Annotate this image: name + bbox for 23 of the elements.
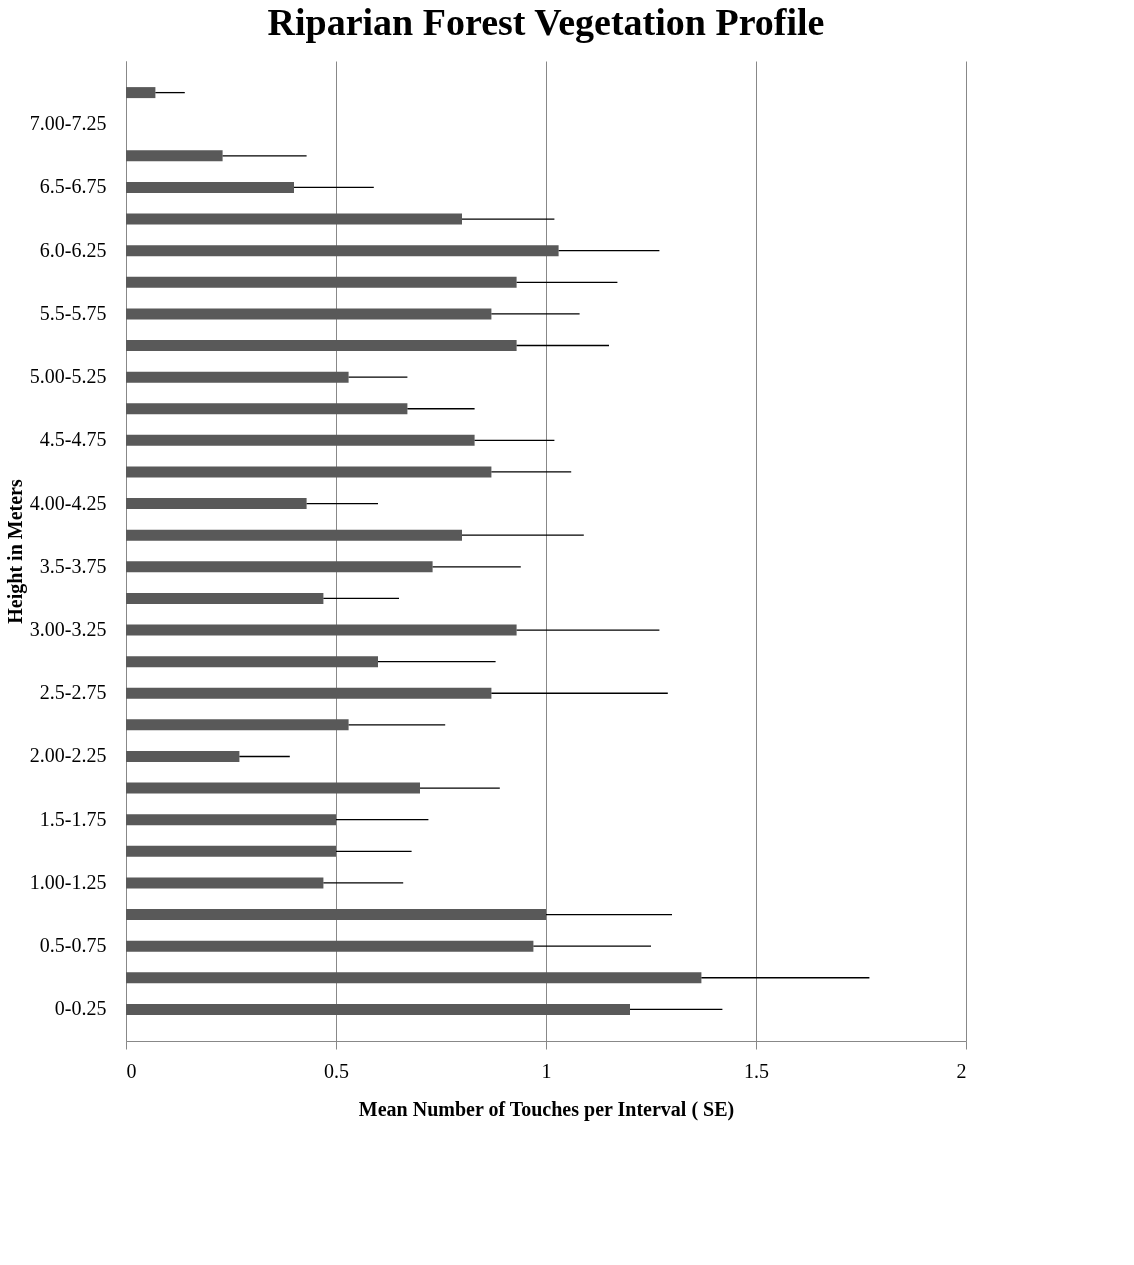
x-tick-label: 1	[541, 1059, 552, 1082]
y-axis-title: Height in Meters	[3, 479, 27, 624]
y-tick-label: 3.00-3.25	[29, 618, 107, 641]
y-tick-label: 6.5-6.75	[39, 175, 107, 198]
x-axis-title: Mean Number of Touches per Interval ( SE)	[358, 1097, 735, 1121]
y-tick-label: 2.00-2.25	[29, 744, 107, 767]
y-tick-label: 4.5-4.75	[39, 428, 107, 451]
y-tick-label: 0-0.25	[54, 997, 107, 1020]
x-tick-label: 2	[956, 1059, 967, 1082]
y-tick-label: 5.5-5.75	[39, 301, 107, 324]
y-tick-label: 7.00-7.25	[29, 112, 107, 135]
x-tick-label: 1.5	[744, 1059, 769, 1082]
y-tick-label: 1.00-1.25	[29, 870, 107, 893]
y-tick-label: 4.00-4.25	[29, 491, 107, 514]
y-tick-label: 1.5-1.75	[39, 807, 107, 830]
y-tick-label: 6.0-6.25	[39, 238, 107, 261]
y-tick-label: 5.00-5.25	[29, 365, 107, 388]
chart-title: Riparian Forest Vegetation Profile	[267, 1, 825, 43]
x-tick-label: 0	[126, 1059, 137, 1082]
y-tick-label: 3.5-3.75	[39, 554, 107, 577]
y-tick-label: 0.5-0.75	[39, 934, 107, 957]
x-tick-label: 0.5	[324, 1059, 349, 1082]
y-tick-label: 2.5-2.75	[39, 681, 107, 704]
